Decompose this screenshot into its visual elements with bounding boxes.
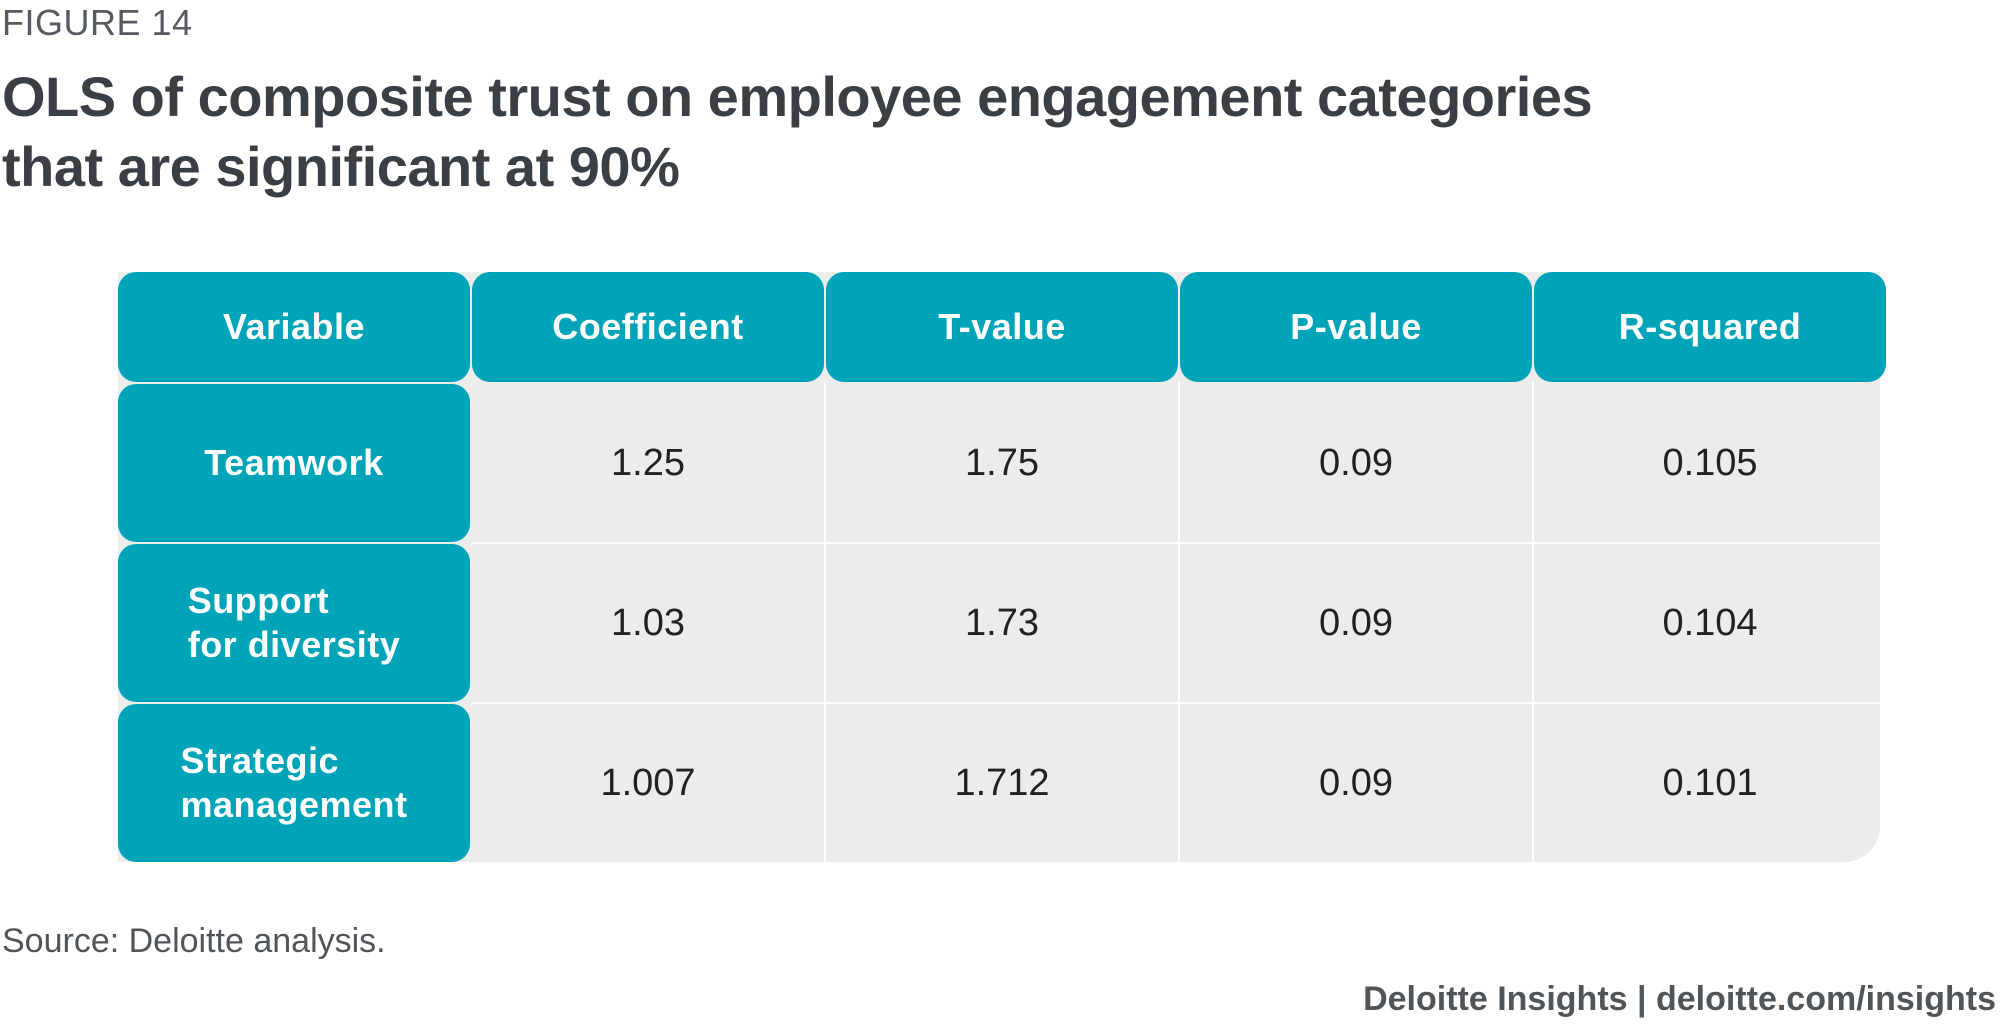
column-header-r-squared: R-squared xyxy=(1534,272,1886,382)
column-header-t-value: T-value xyxy=(826,272,1178,382)
results-table: Variable Coefficient T-value P-value R-squar… xyxy=(118,272,1888,862)
row-label: Support for diversity xyxy=(187,580,401,665)
table-cell-r-squared: 0.101 xyxy=(1662,761,1758,804)
row-divider xyxy=(472,542,1888,544)
table-cell-r-squared: 0.104 xyxy=(1662,601,1758,644)
table-cell-t-value: 1.75 xyxy=(965,441,1039,484)
column-divider xyxy=(824,382,826,862)
row-header-teamwork: Teamwork xyxy=(118,384,470,542)
column-header-p-value: P-value xyxy=(1180,272,1532,382)
column-divider xyxy=(1532,382,1534,862)
table-cell-t-value: 1.712 xyxy=(954,761,1050,804)
source-note: Source: Deloitte analysis. xyxy=(2,922,386,960)
brand-footer: Deloitte Insights | deloitte.com/insight… xyxy=(1363,980,1996,1018)
table-cell-p-value: 0.09 xyxy=(1319,601,1393,644)
figure-label: FIGURE 14 xyxy=(2,2,193,43)
row-header-strategic-management: Strategic management xyxy=(118,704,470,862)
table-cell-r-squared: 0.105 xyxy=(1662,441,1758,484)
table-cell-p-value: 0.09 xyxy=(1319,761,1393,804)
column-divider xyxy=(1178,382,1180,862)
table-cell-p-value: 0.09 xyxy=(1319,441,1393,484)
column-header-variable: Variable xyxy=(118,272,470,382)
row-header-support-for-diversity: Support for diversity xyxy=(118,544,470,702)
table-cell-coefficient: 1.25 xyxy=(611,441,685,484)
row-divider xyxy=(472,702,1888,704)
table-cell-t-value: 1.73 xyxy=(965,601,1039,644)
table-cell-coefficient: 1.03 xyxy=(611,601,685,644)
column-header-coefficient: Coefficient xyxy=(472,272,824,382)
row-label: Strategic management xyxy=(180,740,408,825)
row-label: Teamwork xyxy=(204,442,384,483)
table-cell-coefficient: 1.007 xyxy=(600,761,696,804)
chart-title: OLS of composite trust on employee engag… xyxy=(2,65,1593,198)
